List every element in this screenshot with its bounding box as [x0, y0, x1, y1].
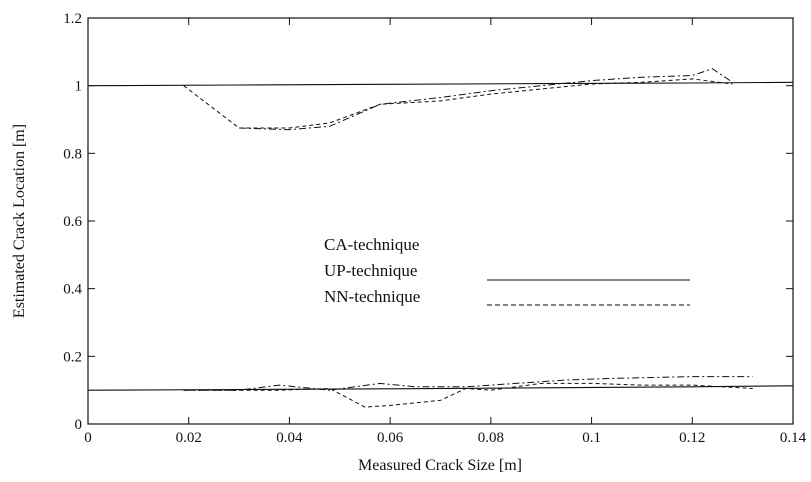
- y-tick-label: 1.2: [63, 11, 82, 27]
- x-tick-label: 0.1: [582, 430, 601, 446]
- legend-label-ca: CA-technique: [324, 235, 419, 254]
- x-tick-label: 0.14: [780, 430, 807, 446]
- y-tick-label: 1: [75, 79, 83, 95]
- legend: CA-technique UP-technique NN-technique: [324, 235, 690, 306]
- x-tick-label: 0: [84, 430, 92, 446]
- plot-frame: [87, 17, 794, 425]
- y-axis-label: Estimated Crack Location [m]: [11, 124, 28, 318]
- series-line-up-technique-upper-solid: [87, 81, 794, 87]
- y-tick-label: 0.6: [63, 214, 82, 230]
- x-tick-label: 0.12: [679, 430, 705, 446]
- y-tick-label: 0.4: [63, 282, 82, 298]
- x-tick-label: 0.08: [478, 430, 504, 446]
- axis-ticks: [87, 17, 794, 425]
- series-layer: [87, 68, 794, 408]
- x-axis-label: Measured Crack Size [m]: [358, 457, 522, 474]
- legend-label-nn: NN-technique: [324, 287, 420, 306]
- series-line-nn-technique-lower-dashed: [183, 382, 753, 408]
- x-tick-label: 0.02: [176, 430, 202, 446]
- series-line-nn-technique-upper-dashed: [183, 78, 733, 129]
- x-tick-label: 0.04: [276, 430, 303, 446]
- series-line-nn-technique-lower-dashdot: [183, 376, 753, 391]
- tick-labels: 0 0.02 0.04 0.06 0.08 0.1 0.12 0.14 0 0.2 0.4 0.6 0.…: [63, 11, 806, 446]
- series-line-nn-technique-upper-dashdot: [239, 68, 733, 131]
- legend-label-up: UP-technique: [324, 261, 417, 280]
- x-tick-label: 0.06: [377, 430, 404, 446]
- y-tick-label: 0.2: [63, 349, 82, 365]
- y-tick-label: 0.8: [63, 146, 82, 162]
- y-tick-label: 0: [75, 417, 83, 433]
